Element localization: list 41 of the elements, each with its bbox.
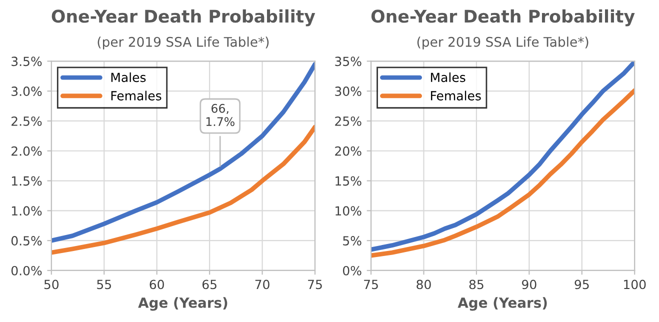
- x-tick-label: 95: [574, 280, 589, 290]
- x-tick-label: 100: [624, 280, 646, 290]
- x-tick-label: 85: [469, 280, 484, 290]
- y-tick-label: 0%: [342, 266, 362, 276]
- y-tick-label: 3.0%: [12, 86, 42, 96]
- y-tick-label: 15%: [336, 176, 362, 186]
- legend-label: Males: [430, 72, 466, 82]
- y-tick-label: 2.0%: [12, 146, 42, 156]
- x-axis-title: Age (Years): [138, 297, 228, 311]
- legend-label: Females: [111, 90, 162, 100]
- chart-subtitle: (per 2019 SSA Life Table*): [417, 36, 588, 50]
- y-tick-label: 30%: [335, 86, 362, 96]
- chart-title: One-Year Death Probability: [371, 9, 635, 26]
- y-tick-label: 20%: [335, 146, 362, 156]
- y-tick-label: 0.0%: [11, 266, 42, 276]
- x-tick-label: 75: [364, 280, 378, 290]
- x-tick-label: 70: [255, 280, 270, 290]
- y-tick-label: 25%: [335, 116, 362, 126]
- y-tick-label: 10%: [336, 206, 362, 216]
- annotation: 66, 1.7%: [206, 104, 234, 126]
- y-tick-label: 0.5%: [11, 236, 42, 246]
- line-series: [371, 88, 635, 258]
- chart-subtitle: (per 2019 SSA Life Table*): [98, 36, 269, 50]
- line-series: [51, 124, 315, 255]
- y-tick-label: 1.5%: [12, 176, 42, 186]
- y-tick-label: 3.5%: [12, 56, 42, 66]
- y-tick-label: 1.0%: [12, 206, 42, 216]
- x-tick-label: 50: [44, 280, 59, 290]
- y-tick-label: 5%: [343, 236, 362, 246]
- x-tick-label: 60: [150, 280, 164, 290]
- x-tick-label: 75: [308, 280, 322, 290]
- x-tick-label: 65: [202, 280, 216, 290]
- y-tick-label: 35%: [335, 56, 362, 66]
- x-tick-label: 90: [522, 280, 536, 290]
- x-axis-title: Age (Years): [458, 297, 547, 311]
- chart-title: One-Year Death Probability: [52, 9, 316, 26]
- x-tick-label: 80: [416, 280, 431, 290]
- legend-label: Males: [111, 72, 146, 82]
- x-tick-label: 55: [97, 280, 111, 290]
- y-tick-label: 2.5%: [12, 116, 42, 126]
- legend-label: Females: [430, 90, 481, 100]
